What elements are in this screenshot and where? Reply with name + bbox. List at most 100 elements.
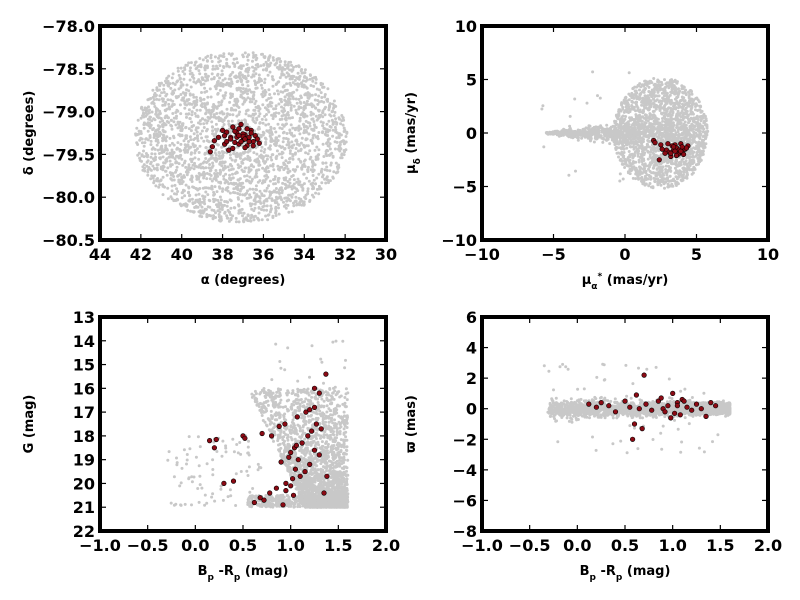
field-star-point [243,192,247,196]
field-star-point [646,145,650,149]
field-star-point [188,199,192,203]
field-star-point [329,161,333,165]
field-star-point [277,80,281,84]
field-star-point [216,174,220,178]
field-star-point [300,136,304,140]
field-star-point [161,119,165,123]
field-star-point [212,193,216,197]
field-star-point [696,109,700,112]
field-star-point [171,112,175,115]
field-star-point [212,103,216,106]
field-star-point [684,162,688,166]
field-star-point [300,84,304,88]
field-star-point [172,120,176,124]
field-star-point [265,173,268,177]
field-star-point [265,204,269,208]
field-star-point [216,198,220,202]
field-star-point [165,120,169,123]
field-star-point [215,190,219,194]
field-star-point [300,68,304,71]
field-star-point [665,91,669,95]
field-star-point [275,149,279,153]
field-star-point [164,169,167,173]
field-star-point [235,102,239,106]
field-star-point [308,77,312,81]
member-star-point [242,145,248,151]
field-star-point [225,57,229,61]
field-star-point [211,129,215,133]
field-star-point [146,170,150,174]
field-star-point [305,137,309,141]
field-star-point [221,154,225,158]
field-star-point [633,150,637,154]
field-star-point [160,81,163,85]
field-star-point [666,118,670,122]
field-star-point [149,139,153,143]
field-star-point [254,99,258,103]
field-star-point [143,141,147,145]
field-star-point [637,158,641,162]
field-star-point [288,149,292,153]
field-star-point [300,185,304,189]
field-star-point [681,91,685,95]
field-star-point [254,121,257,125]
field-star-point [243,150,247,154]
field-star-point [237,211,241,215]
field-star-point [599,124,603,128]
y-tick-label: −78.5 [42,60,95,79]
field-star-point [302,83,306,87]
field-star-point [183,175,186,179]
field-star-point [294,108,298,112]
field-star-point [284,75,288,79]
panel-sky: 44 42 40 38 36 34 32 30−78.0−78.5−79.0−79.5−80.… [42,17,397,264]
field-star-point [197,177,200,181]
field-star-point [618,108,622,112]
field-star-point [261,103,265,107]
field-star-point [300,166,304,170]
field-star-point [179,142,183,146]
field-star-point [283,103,287,106]
field-star-point [229,108,233,112]
field-star-point [213,185,217,189]
field-star-point [236,183,240,187]
field-star-point [547,131,551,135]
field-star-point [224,91,228,95]
field-star-point [155,143,159,147]
field-star-point [668,174,672,178]
field-star-point [289,108,293,112]
field-star-point [167,155,171,159]
field-star-point [270,132,274,136]
field-star-point [218,195,222,199]
field-star-point [194,60,198,64]
field-star-point [241,55,245,59]
field-star-point [293,78,297,82]
field-star-point [284,196,288,200]
field-star-point [206,205,210,209]
field-star-point [651,186,655,190]
field-star-point [241,170,245,173]
field-star-point [674,80,678,84]
field-star-point [309,139,313,143]
field-star-point [271,164,275,168]
field-star-point [199,83,203,87]
field-star-point [325,175,329,179]
field-star-point [337,116,341,120]
field-star-point [293,169,297,173]
field-star-point [637,130,641,134]
field-star-point [195,198,199,202]
field-star-point [175,198,179,202]
member-star-point [254,136,260,142]
field-star-point [255,175,259,179]
field-star-point [220,205,224,209]
field-star-point [261,166,265,170]
field-star-point [290,77,294,81]
field-star-point [215,129,219,133]
field-star-point [245,174,249,178]
field-star-point [223,164,227,168]
field-star-point [241,102,245,106]
field-star-point [175,147,179,151]
field-star-point [170,163,174,167]
field-star-point [213,151,217,155]
field-star-point [183,102,187,106]
field-star-point [625,146,629,150]
